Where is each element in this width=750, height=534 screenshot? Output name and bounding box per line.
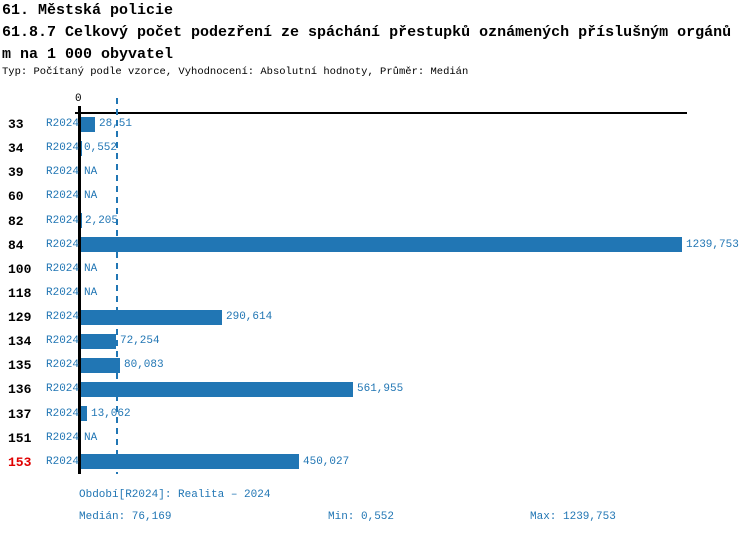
row-bar bbox=[81, 309, 222, 325]
chart-row: 153 R2024 450,027 bbox=[0, 450, 750, 474]
row-value-label: 2,205 bbox=[85, 214, 119, 227]
footer-max-label: Max: 1239,753 bbox=[530, 511, 616, 523]
row-value-label: 72,254 bbox=[120, 335, 160, 348]
page-title: 61. Městská policie bbox=[2, 2, 174, 19]
row-category-label: 129 bbox=[8, 310, 32, 326]
y-axis-line bbox=[78, 106, 81, 474]
row-category-label: 39 bbox=[8, 165, 24, 181]
chart-row: 82 R2024 2,205 bbox=[0, 209, 750, 233]
row-bar bbox=[81, 116, 95, 132]
row-value-label: 13,062 bbox=[91, 407, 131, 420]
row-value-label: 450,027 bbox=[303, 455, 350, 468]
row-category-label: 135 bbox=[8, 358, 32, 374]
row-category-label: 82 bbox=[8, 213, 24, 229]
row-category-label: 136 bbox=[8, 382, 32, 398]
row-category-label: 100 bbox=[8, 261, 32, 277]
row-value-label: NA bbox=[84, 190, 98, 203]
page-subtitle-line1: 61.8.7 Celkový počet podezření ze spáchá… bbox=[2, 24, 732, 41]
chart-row: 100 R2024 NA bbox=[0, 257, 750, 281]
row-bar bbox=[81, 406, 88, 422]
row-period-label: R2024 bbox=[46, 238, 80, 251]
chart-row: 33 R2024 28,51 bbox=[0, 112, 750, 136]
row-value-label: 290,614 bbox=[226, 311, 273, 324]
row-category-label: 33 bbox=[8, 117, 24, 132]
chart-meta: Typ: Počítaný podle vzorce, Vyhodnocení:… bbox=[2, 66, 469, 78]
row-value-label: 561,955 bbox=[357, 383, 404, 396]
chart-row: 118 R2024 NA bbox=[0, 281, 750, 305]
row-period-label: R2024 bbox=[46, 214, 80, 227]
row-period-label: R2024 bbox=[46, 359, 80, 372]
row-bar bbox=[81, 357, 120, 373]
row-bar bbox=[81, 213, 83, 229]
row-category-label: 84 bbox=[8, 237, 24, 253]
footer-min-label: Min: 0,552 bbox=[328, 511, 395, 523]
row-value-label: 80,083 bbox=[124, 359, 164, 372]
axis-zero-label: 0 bbox=[75, 93, 82, 105]
chart-row: 134 R2024 72,254 bbox=[0, 329, 750, 353]
row-category-label: 60 bbox=[8, 189, 24, 205]
chart-row: 129 R2024 290,614 bbox=[0, 305, 750, 329]
row-period-label: R2024 bbox=[46, 286, 80, 299]
row-period-label: R2024 bbox=[46, 118, 80, 130]
row-category-label: 34 bbox=[8, 141, 24, 157]
row-category-label: 153 bbox=[8, 454, 32, 470]
row-value-label: NA bbox=[84, 262, 98, 275]
row-value-label: NA bbox=[84, 431, 98, 444]
chart-row: 34 R2024 0,552 bbox=[0, 136, 750, 160]
row-category-label: 134 bbox=[8, 334, 32, 350]
x-axis-line bbox=[75, 112, 687, 114]
row-period-label: R2024 bbox=[46, 142, 80, 155]
chart-row: 137 R2024 13,062 bbox=[0, 402, 750, 426]
row-value-label: 1239,753 bbox=[686, 238, 739, 251]
row-period-label: R2024 bbox=[46, 383, 80, 396]
row-value-label: NA bbox=[84, 166, 98, 179]
row-period-label: R2024 bbox=[46, 262, 80, 275]
median-line bbox=[116, 98, 118, 474]
chart-row: 39 R2024 NA bbox=[0, 160, 750, 184]
row-period-label: R2024 bbox=[46, 335, 80, 348]
chart-row: 60 R2024 NA bbox=[0, 184, 750, 208]
row-bar bbox=[81, 237, 682, 253]
row-period-label: R2024 bbox=[46, 455, 80, 468]
footer-median-label: Medián: 76,169 bbox=[79, 511, 172, 523]
chart-row: 151 R2024 NA bbox=[0, 426, 750, 450]
row-bar bbox=[81, 333, 117, 349]
row-bar bbox=[81, 454, 300, 470]
row-value-label: NA bbox=[84, 286, 98, 299]
row-period-label: R2024 bbox=[46, 431, 80, 444]
chart-row: 135 R2024 80,083 bbox=[0, 353, 750, 377]
chart-row: 84 R2024 1239,753 bbox=[0, 233, 750, 257]
row-category-label: 151 bbox=[8, 430, 32, 446]
row-bar bbox=[81, 382, 354, 398]
row-value-label: 28,51 bbox=[99, 118, 133, 130]
footer-period-label: Období[R2024]: Realita – 2024 bbox=[79, 489, 271, 501]
row-period-label: R2024 bbox=[46, 166, 80, 179]
row-value-label: 0,552 bbox=[84, 142, 118, 155]
row-period-label: R2024 bbox=[46, 407, 80, 420]
row-period-label: R2024 bbox=[46, 311, 80, 324]
row-category-label: 118 bbox=[8, 285, 32, 301]
chart-row: 136 R2024 561,955 bbox=[0, 377, 750, 401]
row-category-label: 137 bbox=[8, 406, 32, 422]
page-subtitle-line2: m na 1 000 obyvatel bbox=[2, 46, 174, 63]
row-period-label: R2024 bbox=[46, 190, 80, 203]
